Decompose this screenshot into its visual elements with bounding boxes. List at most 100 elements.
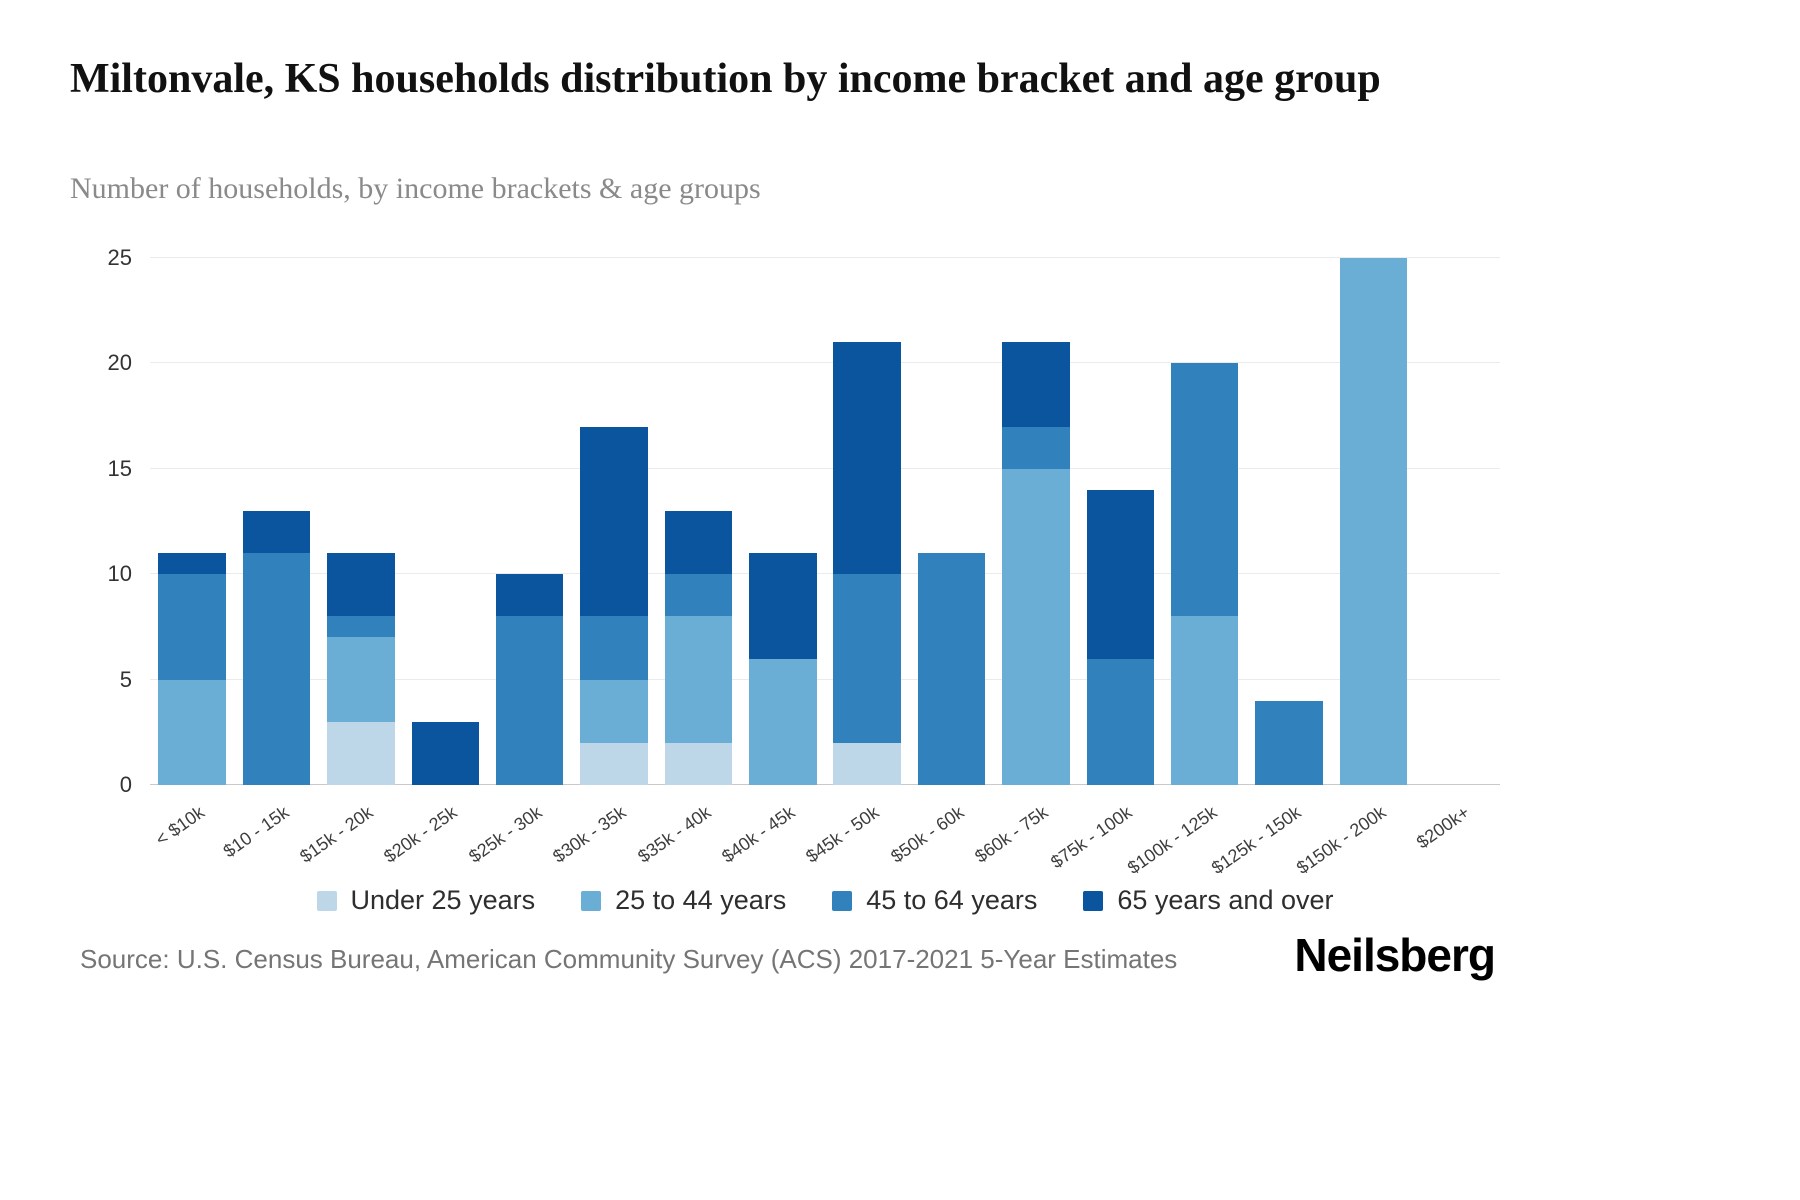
- bar-segment: [833, 742, 901, 785]
- x-axis-cell: $50k - 60k: [887, 790, 993, 885]
- bar-column: [1416, 258, 1500, 785]
- x-axis-cell: $125k - 150k: [1208, 790, 1331, 885]
- x-axis-tick-label: $200k+: [1413, 802, 1474, 853]
- bar-column: [909, 258, 993, 785]
- bar-segment: [664, 616, 733, 743]
- x-axis-cell: $15k - 20k: [296, 790, 403, 885]
- x-axis-cell: < $10k: [150, 790, 234, 885]
- bars-layer: [150, 258, 1500, 785]
- bar-segment: [411, 721, 480, 785]
- x-axis-cell: $75k - 100k: [1047, 790, 1162, 885]
- bar-segment: [833, 574, 901, 743]
- bar-segment: [917, 553, 986, 785]
- legend-label: 65 years and over: [1117, 885, 1334, 915]
- bar-segment: [327, 721, 395, 785]
- stacked-bar: [1339, 258, 1408, 785]
- bar-segment: [749, 658, 817, 785]
- y-axis-tick-label: 25: [107, 245, 132, 270]
- bar-segment: [664, 510, 733, 575]
- x-axis-cell: $100k - 125k: [1124, 790, 1247, 885]
- x-axis-cell: $60k - 75k: [971, 790, 1078, 885]
- legend-label: 45 to 64 years: [866, 885, 1038, 915]
- x-axis-labels: < $10k $10 - 15k $15k - 20k $20k - 25k $25k …: [150, 790, 1500, 885]
- bar-segment: [327, 637, 395, 722]
- legend-label: 25 to 44 years: [615, 885, 787, 915]
- bar-column: [825, 258, 909, 785]
- y-axis-tick-label: 10: [107, 561, 132, 587]
- bar-column: [1078, 258, 1162, 785]
- legend-swatch: [581, 890, 602, 911]
- x-axis-cell: $40k - 45k: [718, 790, 825, 885]
- bar-segment: [1002, 342, 1070, 427]
- bar-column: [1163, 258, 1247, 785]
- bar-column: [403, 258, 487, 785]
- bar-column: [1247, 258, 1331, 785]
- x-axis-tick-label: < $10k: [151, 802, 208, 850]
- stacked-bar: [580, 258, 648, 785]
- stacked-bar: [1255, 258, 1323, 785]
- legend-swatch: [832, 890, 853, 911]
- stacked-bar: [1086, 258, 1155, 785]
- bar-segment: [242, 510, 311, 554]
- bar-column: [488, 258, 572, 785]
- gridline: [150, 678, 1500, 680]
- bar-segment: [158, 574, 226, 680]
- x-axis-cell: $150k - 200k: [1292, 790, 1415, 885]
- bar-segment: [749, 553, 817, 659]
- bar-segment: [1170, 616, 1239, 785]
- stacked-bar: [1170, 258, 1239, 785]
- legend-item: 45 to 64 years: [832, 885, 1037, 916]
- legend-swatch: [316, 890, 337, 911]
- x-axis-cell: $10 - 15k: [219, 790, 318, 885]
- stacked-bar: [158, 258, 226, 785]
- bar-segment: [1255, 700, 1323, 785]
- gridline: [150, 467, 1500, 469]
- legend-item: Under 25 years: [316, 885, 535, 916]
- bar-segment: [327, 553, 395, 617]
- bar-segment: [495, 574, 564, 617]
- y-axis-tick-label: 20: [107, 350, 132, 376]
- x-axis-cell: $200k+: [1413, 790, 1500, 885]
- stacked-bar: [664, 258, 733, 785]
- x-axis-cell: $35k - 40k: [634, 790, 740, 885]
- stacked-bar: [327, 258, 395, 785]
- bar-column: [150, 258, 234, 785]
- bar-segment: [664, 574, 733, 617]
- bar-segment: [580, 742, 648, 785]
- bar-segment: [1002, 468, 1070, 785]
- bar-segment: [580, 679, 648, 743]
- plot-area: 0 5 10 15 20 25: [108, 245, 1500, 797]
- chart-subtitle: Number of households, by income brackets…: [70, 172, 761, 205]
- bar-segment: [1002, 426, 1070, 469]
- stacked-bar: [749, 258, 817, 785]
- x-axis-cell: $25k - 30k: [465, 790, 572, 885]
- bar-column: [319, 258, 403, 785]
- y-axis-tick-label: 15: [107, 455, 132, 481]
- bar-segment: [158, 679, 226, 785]
- bar-segment: [1086, 489, 1155, 659]
- x-axis-cell: $45k - 50k: [803, 790, 909, 885]
- gridline: [150, 573, 1500, 575]
- bar-segment: [242, 553, 311, 785]
- gridline: [150, 257, 1500, 258]
- legend-item: 25 to 44 years: [581, 885, 786, 916]
- bar-segment: [833, 342, 901, 575]
- stacked-bar: [495, 258, 564, 785]
- brand-logo: Neilsberg: [1294, 929, 1496, 981]
- y-axis-tick-label: 0: [119, 772, 132, 797]
- bar-segment: [1339, 258, 1408, 785]
- stacked-bar: [1002, 258, 1070, 785]
- bar-segment: [580, 616, 648, 680]
- bar-segment: [664, 742, 733, 785]
- stacked-bar: [411, 258, 480, 785]
- stacked-bar: [833, 258, 901, 785]
- bar-segment: [495, 616, 564, 785]
- bar-column: [234, 258, 318, 785]
- bar-segment: [580, 426, 648, 617]
- bar-segment: [158, 553, 226, 575]
- stacked-bar: [242, 258, 311, 785]
- stacked-bar: [917, 258, 986, 785]
- stacked-bar: [1424, 258, 1492, 785]
- bar-segment: [1170, 363, 1239, 617]
